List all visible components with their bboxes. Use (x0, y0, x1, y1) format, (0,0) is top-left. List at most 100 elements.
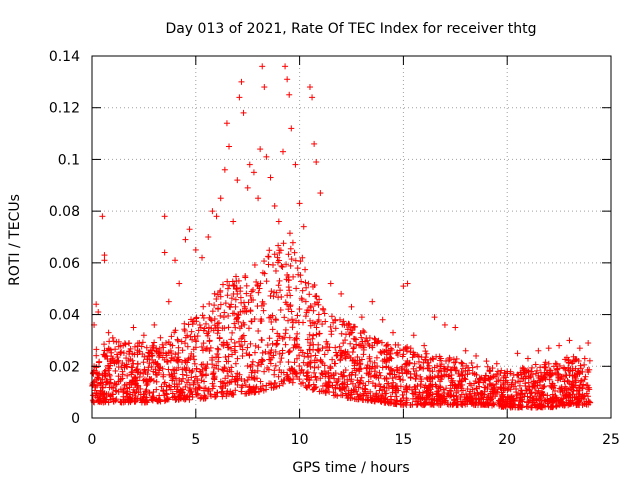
data-point (332, 317, 339, 324)
data-point (239, 346, 246, 353)
data-point (556, 362, 563, 369)
data-point (219, 379, 226, 386)
data-point (509, 377, 516, 384)
data-point (109, 334, 116, 341)
data-point (263, 278, 270, 285)
data-point (305, 307, 312, 314)
data-point (200, 340, 207, 347)
data-point (203, 371, 210, 378)
data-point (360, 344, 367, 351)
data-point (248, 318, 255, 325)
data-point (295, 344, 302, 351)
data-point (313, 331, 320, 338)
data-point (542, 359, 549, 366)
data-point (338, 386, 345, 393)
data-point (399, 377, 406, 384)
data-point (222, 300, 229, 307)
data-point (277, 287, 284, 294)
data-point (383, 357, 390, 364)
data-point (118, 399, 125, 406)
data-point (243, 308, 250, 315)
data-point (321, 310, 328, 317)
data-point (138, 343, 145, 350)
data-point (412, 376, 419, 383)
data-point (573, 394, 580, 401)
data-point (155, 353, 162, 360)
data-point (307, 342, 314, 349)
data-point (255, 359, 262, 366)
data-point (292, 161, 299, 168)
data-point (167, 357, 174, 364)
data-point (537, 378, 544, 385)
data-point (425, 359, 432, 366)
data-point (453, 367, 460, 374)
data-point (224, 292, 231, 299)
data-point (327, 365, 334, 372)
data-point (547, 382, 554, 389)
data-point (457, 378, 464, 385)
data-point (258, 316, 265, 323)
data-point (225, 353, 232, 360)
data-point (167, 386, 174, 393)
data-point (238, 376, 245, 383)
data-point (163, 391, 170, 398)
data-point (296, 306, 303, 313)
data-point (232, 296, 239, 303)
data-point (219, 385, 226, 392)
data-point (217, 195, 224, 202)
data-point (202, 385, 209, 392)
data-point (140, 332, 147, 339)
data-point (439, 373, 446, 380)
data-point (282, 63, 289, 70)
data-point (203, 320, 210, 327)
data-point (466, 380, 473, 387)
data-point (295, 319, 302, 326)
data-point (276, 382, 283, 389)
data-point (476, 376, 483, 383)
data-point (531, 401, 538, 408)
data-point (401, 366, 408, 373)
data-point (332, 325, 339, 332)
data-point (325, 378, 332, 385)
data-point (283, 261, 290, 268)
data-point (525, 403, 532, 410)
data-point (222, 375, 229, 382)
data-point (556, 342, 563, 349)
data-point (347, 389, 354, 396)
data-point (156, 345, 163, 352)
data-point (129, 364, 136, 371)
data-point (274, 340, 281, 347)
data-point (378, 349, 385, 356)
data-point (500, 381, 507, 388)
data-point (313, 324, 320, 331)
data-point (160, 344, 167, 351)
data-point (288, 125, 295, 132)
data-point (487, 390, 494, 397)
data-point (508, 381, 515, 388)
data-point (399, 353, 406, 360)
data-point (426, 399, 433, 406)
data-point (461, 400, 468, 407)
data-point (525, 398, 532, 405)
data-point (194, 333, 201, 340)
data-point (293, 285, 300, 292)
data-point (345, 353, 352, 360)
data-point (436, 383, 443, 390)
data-point (198, 361, 205, 368)
data-point (322, 318, 329, 325)
data-point (156, 367, 163, 374)
y-tick-label: 0.14 (49, 49, 80, 65)
x-axis-label: GPS time / hours (292, 460, 409, 476)
data-point (489, 395, 496, 402)
data-point (498, 367, 505, 374)
data-point (287, 376, 294, 383)
data-point (246, 161, 253, 168)
data-point (150, 368, 157, 375)
data-point (371, 396, 378, 403)
data-point (319, 321, 326, 328)
data-point (514, 372, 521, 379)
data-point (257, 146, 264, 153)
data-point (184, 343, 191, 350)
data-point (139, 339, 146, 346)
